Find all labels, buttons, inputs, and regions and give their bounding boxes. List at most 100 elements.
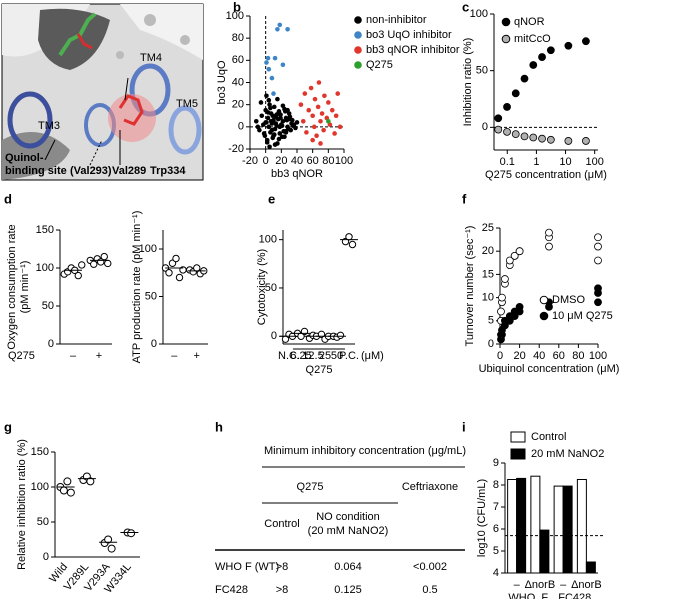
panel-letter: e <box>268 191 275 206</box>
y-tick-label: 0 <box>271 330 277 342</box>
x-tick-label: 12.5 <box>302 350 323 362</box>
x-tick-label: N.C. <box>278 350 300 362</box>
point <box>497 307 505 316</box>
legend-label: non-inhibitor <box>366 14 427 26</box>
y-tick-label: 60 <box>232 54 244 66</box>
point <box>529 133 538 142</box>
point <box>276 136 282 142</box>
legend-label: DMSO <box>552 294 585 306</box>
point <box>165 269 173 277</box>
point <box>278 115 283 121</box>
legend-label: Control <box>531 431 566 443</box>
point <box>505 256 514 265</box>
x-tick-label: 0 <box>263 155 269 167</box>
table-header: Control <box>264 518 299 530</box>
point <box>172 254 180 263</box>
bar <box>530 475 541 574</box>
y-axis-label: ATP production rate (pM min⁻¹) <box>131 211 143 364</box>
x-tick-label: 40 <box>533 350 545 362</box>
point <box>255 124 261 130</box>
point <box>127 529 136 538</box>
point <box>285 107 290 113</box>
point <box>335 91 341 96</box>
x-tick-label: 1 <box>533 156 539 168</box>
point <box>511 130 520 139</box>
x-tick-label: + <box>194 350 200 362</box>
point <box>275 111 281 116</box>
point <box>100 252 108 261</box>
point <box>272 142 278 147</box>
legend-label: bo3 UqO inhibitor <box>366 29 452 41</box>
point <box>286 116 292 122</box>
point <box>74 271 82 280</box>
y-tick-label: 0 <box>48 338 54 350</box>
legend-swatch <box>501 34 511 44</box>
group-label: FC428 <box>558 592 591 599</box>
x-tick-label: – <box>70 350 77 362</box>
point <box>326 100 331 105</box>
unit-label: (μM) <box>361 350 384 362</box>
point <box>515 302 524 311</box>
x-tick-label: 0.1 <box>500 156 515 168</box>
y-tick-label: 150 <box>36 224 54 236</box>
legend-swatch <box>354 46 362 54</box>
bar <box>585 561 596 574</box>
y-tick-label: 150 <box>31 446 49 458</box>
structure-image <box>1 3 204 181</box>
table-cell: FC428 <box>215 584 248 596</box>
point <box>318 118 323 124</box>
y-tick-label: 4 <box>493 567 499 579</box>
y-axis-label: bo3 UqO <box>216 60 228 104</box>
point <box>258 100 264 105</box>
y-tick-label: 5 <box>493 545 499 557</box>
point <box>594 256 602 265</box>
point <box>302 91 308 96</box>
point <box>498 293 506 302</box>
point <box>253 118 259 124</box>
legend-swatch <box>539 311 549 321</box>
x-tick-label: 60 <box>307 155 319 167</box>
point <box>268 118 274 124</box>
point <box>321 127 326 133</box>
point <box>333 113 339 119</box>
y-tick-label: 25 <box>482 222 494 234</box>
y-tick-label: 10 <box>482 292 494 304</box>
y-tick-label: -20 <box>228 143 244 155</box>
point <box>90 260 98 268</box>
point <box>266 124 272 130</box>
point <box>277 131 283 136</box>
y-tick-label: 0 <box>488 338 494 350</box>
structure-label: TM5 <box>176 98 198 110</box>
x-tick-label: 40 <box>291 155 303 167</box>
point <box>511 89 520 98</box>
y-tick-label: 50 <box>265 282 277 294</box>
table-cell: 0.125 <box>334 584 362 596</box>
point <box>582 37 590 46</box>
point <box>268 105 273 111</box>
point <box>494 114 503 123</box>
point <box>294 120 300 125</box>
point <box>266 97 272 103</box>
x-tick-label: – <box>560 579 567 591</box>
point <box>86 477 95 486</box>
point <box>546 46 555 55</box>
point <box>277 22 283 28</box>
panel-letter: g <box>4 419 12 434</box>
point <box>66 488 75 497</box>
point <box>520 74 529 83</box>
y-axis-label: Turnover number (sec⁻¹) <box>464 226 476 347</box>
legend-label: bb3 qNOR inhibitor <box>366 44 460 56</box>
point <box>538 53 546 61</box>
structure-label: (Val293) <box>70 165 112 177</box>
point <box>298 102 304 107</box>
point <box>279 122 284 127</box>
point <box>337 124 343 130</box>
point <box>275 96 280 102</box>
y-tick-label: 50 <box>145 290 157 302</box>
x-tick-label: 100 <box>589 350 607 362</box>
table-cell: >8 <box>276 584 289 596</box>
x-tick-label: + <box>96 350 102 362</box>
x-tick-label: – <box>171 350 178 362</box>
point <box>269 75 275 81</box>
point <box>503 127 511 136</box>
